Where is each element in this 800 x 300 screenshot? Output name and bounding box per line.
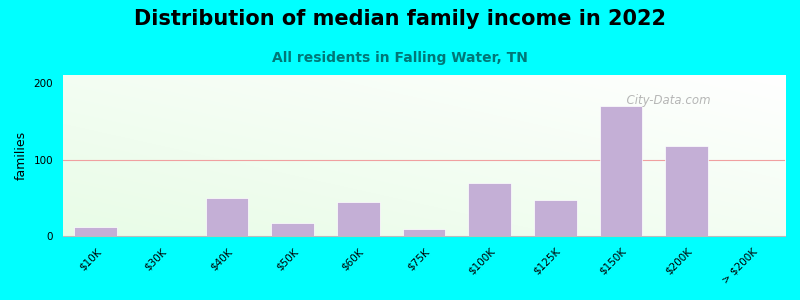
Text: City-Data.com: City-Data.com	[619, 94, 710, 107]
Text: Distribution of median family income in 2022: Distribution of median family income in …	[134, 9, 666, 29]
Bar	[665, 146, 708, 236]
Y-axis label: families: families	[15, 131, 28, 180]
Bar	[74, 227, 117, 236]
Bar	[206, 198, 248, 236]
Bar	[468, 183, 511, 236]
Bar	[402, 229, 446, 236]
Bar	[599, 106, 642, 236]
Bar	[534, 200, 577, 236]
Bar	[337, 202, 380, 236]
Text: All residents in Falling Water, TN: All residents in Falling Water, TN	[272, 51, 528, 65]
Bar	[271, 223, 314, 236]
